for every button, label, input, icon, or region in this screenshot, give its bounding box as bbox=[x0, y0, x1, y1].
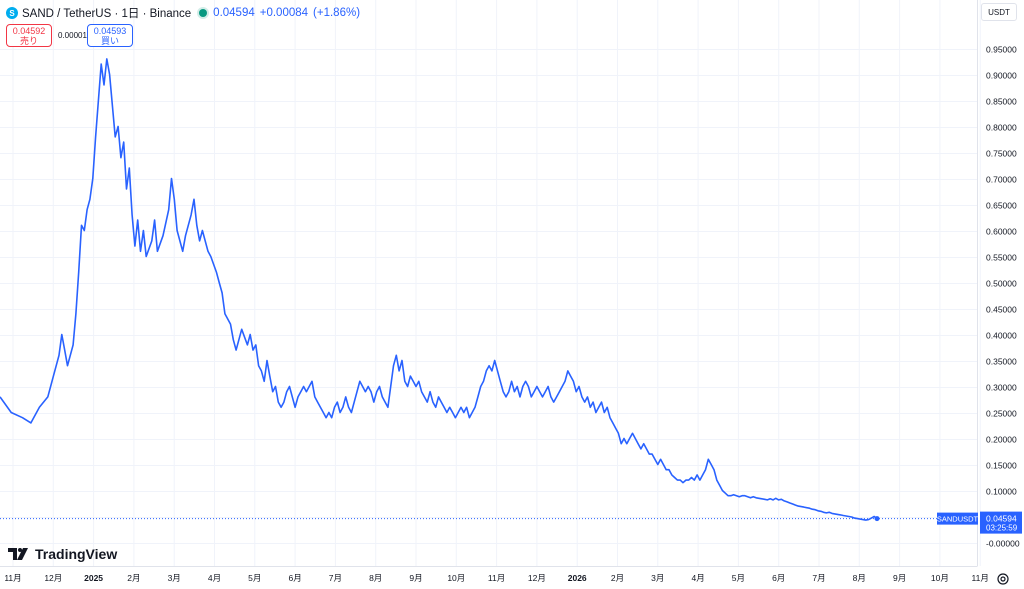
price-tick-label: 0.15000 bbox=[986, 461, 1017, 471]
price-axis: 0.95000 0.90000 0.85000 0.80000 0.75000 0.700… bbox=[986, 45, 1020, 549]
time-tick-label: 8月 bbox=[369, 573, 382, 583]
price-tick-label: 0.70000 bbox=[986, 175, 1017, 185]
last-price-dot bbox=[874, 516, 880, 522]
price-tick-label: -0.00000 bbox=[986, 539, 1020, 549]
chart-grid bbox=[0, 0, 981, 566]
currency-unit-button[interactable]: USDT bbox=[981, 3, 1017, 21]
symbol-tag bbox=[937, 512, 978, 525]
time-tick-label: 12月 bbox=[528, 573, 546, 583]
time-tick-label: 11月 bbox=[488, 573, 505, 583]
price-line bbox=[0, 58, 878, 521]
time-tick-label: 2025 bbox=[84, 573, 103, 583]
time-tick-label: 10月 bbox=[447, 573, 465, 583]
sand-logo-icon: S bbox=[6, 7, 18, 19]
time-tick-label: 4月 bbox=[691, 573, 704, 583]
symbol-title[interactable]: SAND / TetherUS · 1日 · Binance bbox=[22, 8, 192, 20]
price-change-pct: (+1.86%) bbox=[313, 7, 361, 19]
sell-price: 0.04592 bbox=[12, 25, 46, 36]
market-open-icon bbox=[199, 9, 208, 17]
price-tick-label: 0.95000 bbox=[986, 45, 1017, 55]
time-tick-label: 7月 bbox=[812, 573, 825, 583]
buy-price: 0.04593 bbox=[93, 25, 127, 36]
time-tick-label: 6月 bbox=[772, 573, 785, 583]
price-tick-label: 0.35000 bbox=[986, 357, 1017, 367]
time-tick-label: 2月 bbox=[127, 573, 140, 583]
time-tick-label: 8月 bbox=[853, 573, 866, 583]
price-tag bbox=[980, 511, 1022, 534]
price-tick-label: 0.10000 bbox=[986, 487, 1017, 497]
price-tick-label: 0.45000 bbox=[986, 305, 1017, 315]
price-tick-label: 0.80000 bbox=[986, 123, 1017, 133]
time-tick-label: 11月 bbox=[4, 573, 21, 583]
time-tick-label: 5月 bbox=[732, 573, 745, 583]
time-tick-label: 2月 bbox=[611, 573, 624, 583]
price-tick-label: 0.85000 bbox=[986, 97, 1017, 107]
price-tick-label: 0.30000 bbox=[986, 383, 1017, 393]
price-tick-label: 0.20000 bbox=[986, 435, 1017, 445]
buy-button[interactable]: 0.04593 買い bbox=[87, 24, 133, 47]
price-tick-label: 0.55000 bbox=[986, 253, 1017, 263]
price-tick-label: 0.40000 bbox=[986, 331, 1017, 341]
brand-name: TradingView bbox=[35, 546, 118, 562]
sell-button[interactable]: 0.04592 売り bbox=[6, 24, 52, 47]
time-tick-label: 10月 bbox=[931, 573, 949, 583]
time-tick-label: 6月 bbox=[288, 573, 301, 583]
time-tick-label: 2026 bbox=[568, 573, 587, 583]
time-tick-label: 4月 bbox=[208, 573, 221, 583]
time-tick-label: 9月 bbox=[409, 573, 422, 583]
tradingview-logo[interactable]: TradingView bbox=[8, 546, 117, 562]
time-tick-label: 9月 bbox=[893, 573, 906, 583]
price-tick-label: 0.65000 bbox=[986, 201, 1017, 211]
symbol-tag-label: SANDUSDT bbox=[937, 515, 979, 524]
price-tick-label: 0.90000 bbox=[986, 71, 1017, 81]
tradingview-logo-icon bbox=[8, 548, 28, 560]
bar-countdown: 03:25:59 bbox=[986, 524, 1018, 533]
time-tick-label: 12月 bbox=[44, 573, 62, 583]
price-tick-label: 0.75000 bbox=[986, 149, 1017, 159]
last-price-value: 0.04594 bbox=[213, 7, 255, 19]
sell-label: 売り bbox=[19, 35, 38, 46]
time-tick-label: 3月 bbox=[651, 573, 664, 583]
price-tick-label: 0.50000 bbox=[986, 279, 1017, 289]
time-tick-label: 3月 bbox=[168, 573, 181, 583]
price-tick-label: 0.60000 bbox=[986, 227, 1017, 237]
price-tick-label: 0.25000 bbox=[986, 409, 1017, 419]
price-tag-value: 0.04594 bbox=[986, 514, 1017, 524]
buy-label: 買い bbox=[100, 35, 119, 46]
time-tick-label: 5月 bbox=[248, 573, 261, 583]
settings-icon[interactable] bbox=[996, 572, 1010, 586]
price-change: +0.00084 bbox=[259, 7, 309, 19]
spread-value: 0.00001 bbox=[58, 31, 87, 40]
time-tick-label: 11月 bbox=[972, 573, 989, 583]
chart-header: S SAND / TetherUS · 1日 · Binance 0.04594… bbox=[6, 5, 365, 21]
time-tick-label: 7月 bbox=[329, 573, 342, 583]
time-axis: 11月 12月 2025 2月 3月 4月 5月 6月 7月 8月 9月 10月 11月 12月 2026 2… bbox=[4, 573, 989, 583]
